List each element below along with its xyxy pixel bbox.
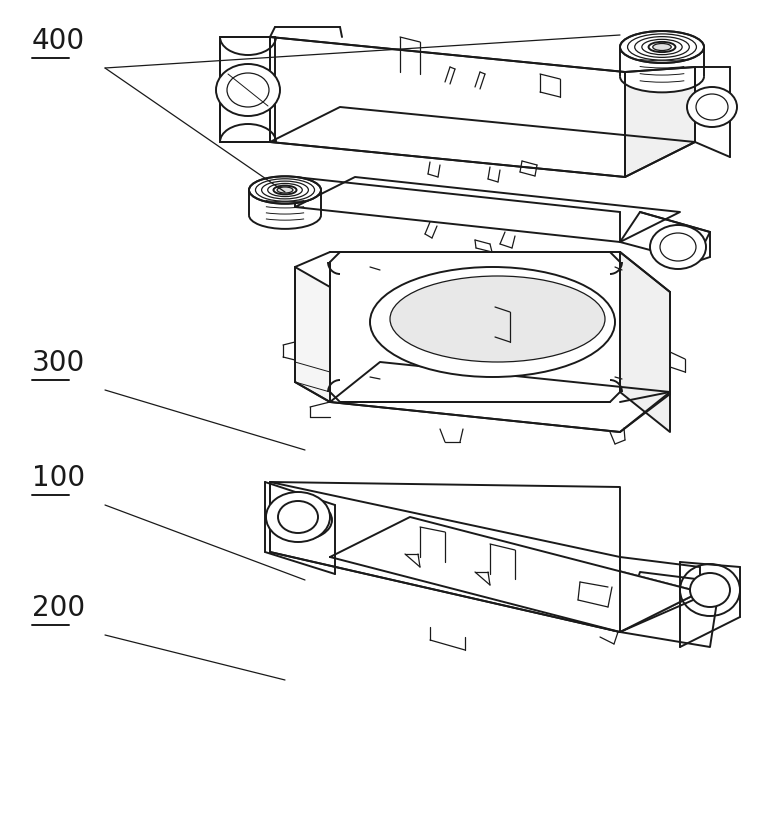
Text: 100: 100 [32, 464, 85, 492]
Polygon shape [620, 47, 704, 92]
Text: 300: 300 [32, 349, 85, 377]
Polygon shape [330, 252, 620, 402]
Polygon shape [620, 572, 720, 647]
Polygon shape [620, 212, 710, 262]
Ellipse shape [653, 44, 671, 50]
Ellipse shape [690, 573, 730, 607]
Polygon shape [295, 177, 680, 242]
Polygon shape [270, 482, 620, 632]
Polygon shape [620, 252, 670, 432]
Polygon shape [330, 362, 670, 432]
Ellipse shape [227, 73, 269, 107]
Polygon shape [330, 517, 700, 632]
Ellipse shape [687, 87, 737, 127]
Polygon shape [220, 37, 275, 142]
Ellipse shape [696, 94, 728, 120]
Polygon shape [249, 190, 321, 229]
Ellipse shape [370, 267, 615, 377]
Ellipse shape [278, 501, 318, 533]
Ellipse shape [277, 187, 293, 193]
Ellipse shape [216, 64, 280, 116]
Ellipse shape [620, 31, 704, 63]
Ellipse shape [390, 276, 605, 362]
Ellipse shape [266, 492, 330, 542]
Ellipse shape [660, 233, 696, 261]
Ellipse shape [249, 177, 321, 204]
Polygon shape [295, 267, 330, 402]
Polygon shape [270, 107, 695, 177]
Polygon shape [270, 482, 330, 557]
Polygon shape [270, 37, 625, 177]
Polygon shape [625, 67, 695, 177]
Text: 400: 400 [32, 27, 85, 55]
Ellipse shape [650, 225, 706, 269]
Polygon shape [330, 517, 700, 632]
Text: 200: 200 [32, 594, 85, 622]
